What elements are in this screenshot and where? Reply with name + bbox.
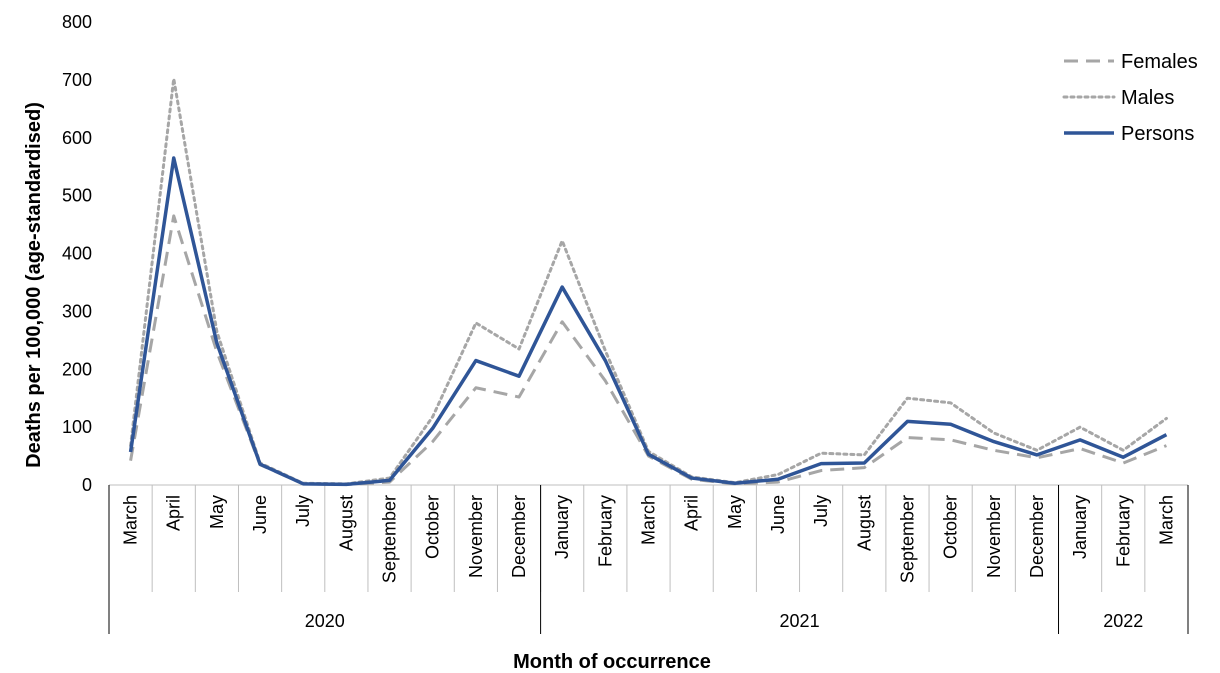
y-tick-label: 100 bbox=[62, 417, 92, 437]
x-tick-label: October bbox=[423, 495, 443, 559]
x-tick-label: May bbox=[725, 495, 745, 529]
series-line-persons bbox=[128, 156, 1168, 487]
legend: Females Males Persons bbox=[1062, 51, 1198, 145]
x-tick-label: April bbox=[682, 495, 702, 531]
x-tick-label: September bbox=[380, 495, 400, 583]
series-layer bbox=[128, 77, 1168, 487]
x-axis-title: Month of occurrence bbox=[513, 651, 711, 673]
x-tick-label: November bbox=[984, 495, 1004, 578]
legend-label-females: Females bbox=[1121, 51, 1198, 73]
legend-label-males: Males bbox=[1121, 87, 1174, 109]
series-line-females bbox=[129, 214, 1167, 486]
x-tick-label: September bbox=[897, 495, 917, 583]
x-tick-label: December bbox=[509, 495, 529, 578]
x-tick-label: December bbox=[1027, 495, 1047, 578]
year-label: 2020 bbox=[305, 611, 345, 631]
x-tick-label: January bbox=[552, 495, 572, 559]
x-tick-label: March bbox=[121, 495, 141, 545]
y-tick-label: 500 bbox=[62, 186, 92, 206]
x-tick-label: February bbox=[595, 495, 615, 567]
x-tick-label: August bbox=[336, 495, 356, 551]
y-tick-label: 300 bbox=[62, 301, 92, 321]
y-tick-label: 200 bbox=[62, 359, 92, 379]
x-tick-label: October bbox=[941, 495, 961, 559]
y-tick-label: 600 bbox=[62, 128, 92, 148]
x-axis: March April May June July August September Octo… bbox=[108, 484, 1189, 634]
x-tick-label: November bbox=[466, 495, 486, 578]
x-tick-label: March bbox=[1156, 495, 1176, 545]
x-tick-label: February bbox=[1113, 495, 1133, 567]
x-tick-label: April bbox=[164, 495, 184, 531]
y-tick-label: 800 bbox=[62, 12, 92, 32]
x-tick-label: August bbox=[854, 495, 874, 551]
year-label: 2021 bbox=[780, 611, 820, 631]
legend-label-persons: Persons bbox=[1121, 123, 1194, 145]
year-label: 2022 bbox=[1103, 611, 1143, 631]
x-tick-label: July bbox=[293, 495, 313, 527]
y-tick-label: 700 bbox=[62, 70, 92, 90]
y-tick-label: 400 bbox=[62, 244, 92, 264]
x-tick-label: May bbox=[207, 495, 227, 529]
x-tick-label: June bbox=[768, 495, 788, 534]
series-line-males bbox=[129, 77, 1168, 486]
y-axis-title: Deaths per 100,000 (age-standardised) bbox=[23, 102, 45, 468]
x-tick-label: June bbox=[250, 495, 270, 534]
x-tick-label: March bbox=[639, 495, 659, 545]
y-tick-label: 0 bbox=[82, 475, 92, 495]
x-tick-label: July bbox=[811, 495, 831, 527]
x-tick-label: January bbox=[1070, 495, 1090, 559]
y-axis: 0 100 200 300 400 500 600 700 800 bbox=[62, 12, 92, 495]
